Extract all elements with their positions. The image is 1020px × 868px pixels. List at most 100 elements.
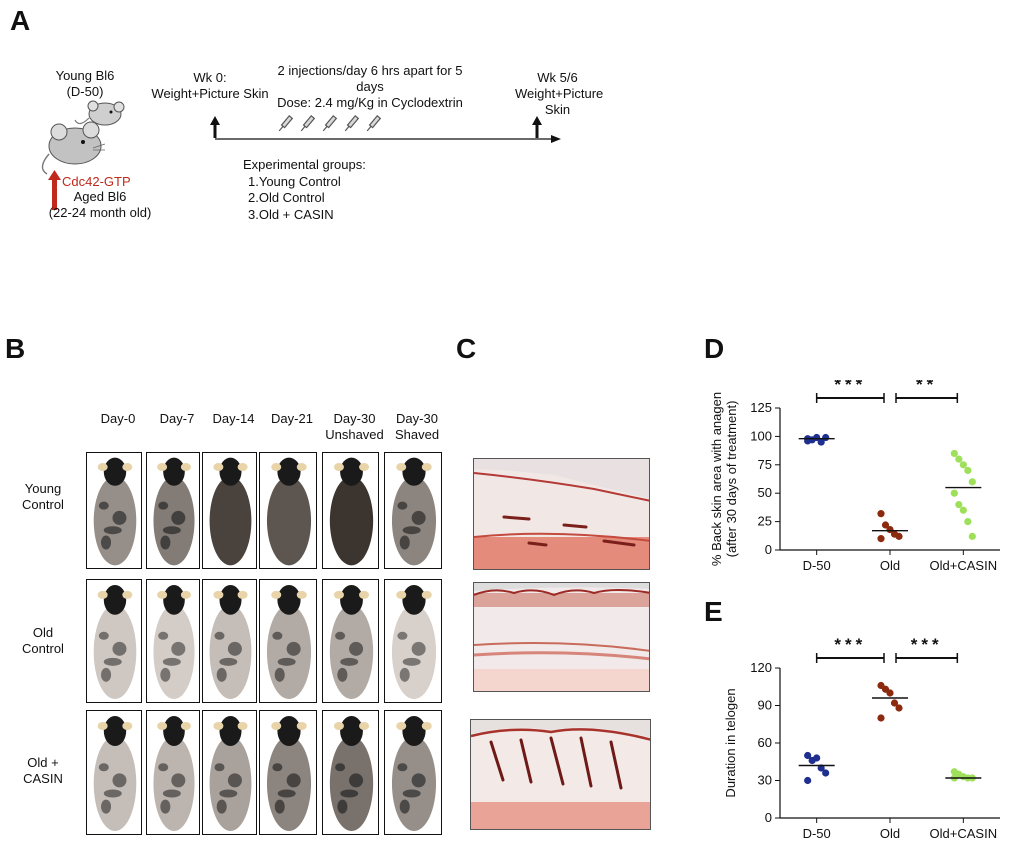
data-point — [955, 455, 963, 463]
mouse-photo — [322, 710, 379, 835]
mouse-photo — [146, 452, 200, 569]
y-tick-label: 120 — [750, 660, 772, 675]
mouse-photo — [146, 579, 200, 703]
histology-old-casin — [470, 719, 651, 830]
y-tick-label: 100 — [750, 428, 772, 443]
row-label: Old Control — [22, 625, 64, 656]
timeline — [210, 114, 561, 143]
data-point — [950, 449, 958, 458]
data-point — [959, 506, 967, 514]
data-point — [881, 521, 890, 529]
mouse-photo — [384, 452, 442, 569]
x-tick-label: Old+CASIN — [930, 826, 998, 841]
data-point — [968, 532, 976, 540]
group-2: 2.Old Control — [248, 190, 325, 205]
mouse-photo — [202, 710, 257, 835]
week56-arrow-icon — [535, 124, 539, 138]
histology-young — [473, 458, 650, 570]
data-point — [822, 433, 830, 442]
week56-label: Wk 5/6 Weight+Picture Skin — [515, 70, 604, 117]
data-point — [964, 466, 972, 475]
day-label: Day-30 Unshaved — [325, 411, 384, 442]
data-point — [804, 776, 812, 785]
row-label: Old + CASIN — [23, 755, 63, 786]
data-point — [877, 714, 885, 722]
mouse-photo — [322, 579, 379, 703]
significance-label: *** — [911, 635, 943, 654]
mouse-photo — [86, 579, 142, 703]
data-point — [895, 704, 903, 712]
y-tick-label: 50 — [758, 485, 772, 500]
mouse-photo — [384, 710, 442, 835]
day-label: Day-30 Shaved — [394, 411, 440, 442]
data-point — [955, 500, 963, 509]
x-tick-label: Old — [880, 826, 900, 841]
y-tick-label: 0 — [765, 810, 772, 825]
group-3: 3.Old + CASIN — [248, 207, 334, 222]
week0-arrow-icon — [213, 124, 217, 138]
data-point — [877, 535, 885, 543]
y-tick-label: 30 — [758, 773, 772, 788]
week0-label: Wk 0: Weight+Picture Skin — [151, 70, 269, 101]
injection-schedule-label: 2 injections/day 6 hrs apart for 5 days … — [277, 63, 463, 110]
data-point — [822, 769, 830, 777]
y-tick-label: 0 — [765, 542, 772, 557]
data-point — [817, 438, 825, 446]
mouse-photo — [202, 579, 257, 703]
panel-label-c: C — [456, 333, 477, 364]
mouse-photo — [146, 710, 200, 835]
syringe-icons — [278, 114, 382, 132]
mouse-photo — [259, 452, 317, 569]
data-point — [964, 518, 972, 526]
data-point — [817, 764, 825, 772]
data-point — [950, 489, 958, 497]
mouse-photo — [86, 710, 142, 835]
significance-label: *** — [834, 635, 866, 654]
y-tick-label: 90 — [758, 698, 772, 713]
groups-title: Experimental groups: — [243, 157, 366, 172]
panel-label-e: E — [704, 596, 723, 627]
group-1: 1.Young Control — [248, 174, 341, 189]
young-mouse-label: Young Bl6 (D-50) — [55, 68, 115, 99]
y-tick-label: 25 — [758, 514, 772, 529]
cdc42-gtp-label: Cdc42-GTP — [62, 174, 131, 189]
day-label: Day-21 — [271, 411, 313, 426]
y-axis-label: % Back skin area with anagen — [709, 392, 724, 566]
y-axis-label: (after 30 days of treatment) — [724, 401, 739, 558]
data-point — [890, 699, 899, 707]
data-point — [895, 532, 903, 540]
y-tick-label: 60 — [758, 735, 772, 750]
y-tick-label: 75 — [758, 457, 772, 472]
data-point — [959, 461, 967, 469]
x-tick-label: D-50 — [803, 826, 831, 841]
significance-label: ** — [916, 380, 937, 394]
panel-label-a: A — [10, 5, 31, 36]
mouse-photo — [384, 579, 442, 703]
data-point — [804, 751, 812, 760]
mouse-photo — [259, 710, 317, 835]
chart-e: 0 30 60 90 120 D-50 Old Old+CASIN *** *** Duration… — [723, 635, 1000, 841]
day-label: Day-0 — [100, 411, 136, 426]
histology-old — [473, 582, 650, 692]
significance-label: *** — [834, 380, 866, 394]
up-arrow-icon — [48, 170, 61, 210]
mouse-photo — [259, 579, 317, 703]
row-label: Young Control — [22, 481, 64, 512]
mouse-photo — [202, 452, 257, 569]
panel-label-d: D — [704, 333, 725, 364]
data-point — [813, 754, 821, 762]
panel-label-b: B — [5, 333, 26, 364]
x-tick-label: Old+CASIN — [930, 558, 998, 573]
y-axis-label: Duration in telogen — [723, 688, 738, 797]
x-tick-label: Old — [880, 558, 900, 573]
mice-illustration — [41, 100, 125, 175]
aged-mouse-label: Aged Bl6 (22-24 month old) — [48, 189, 152, 220]
mouse-photo — [86, 452, 142, 569]
day-label: Day-7 — [159, 411, 195, 426]
data-point — [886, 689, 894, 697]
day-label: Day-14 — [212, 411, 255, 426]
y-tick-label: 125 — [750, 400, 772, 415]
mouse-photo — [322, 452, 379, 569]
data-point — [877, 510, 885, 518]
